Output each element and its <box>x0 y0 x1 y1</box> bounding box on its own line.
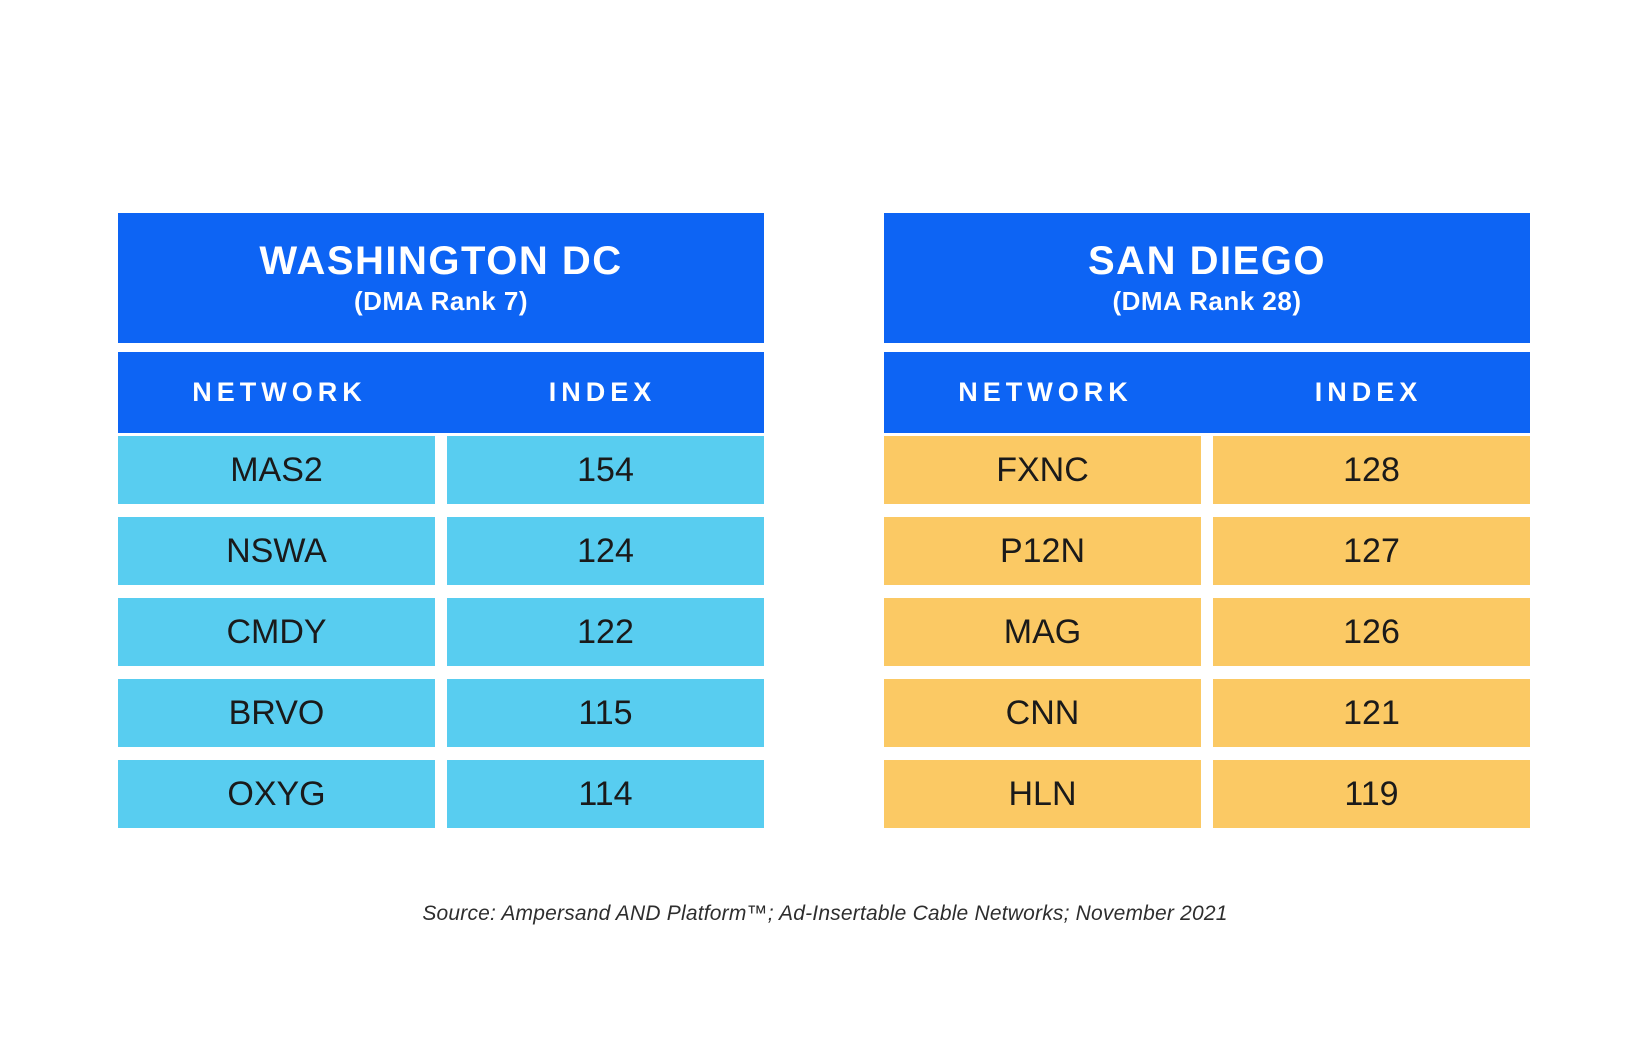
network-cell: OXYG <box>118 760 435 828</box>
index-cell: 128 <box>1213 436 1530 504</box>
table-row: CNN 121 <box>884 679 1530 747</box>
dma-rank-subtitle: (DMA Rank 28) <box>1112 286 1302 316</box>
column-header-network: NETWORK <box>958 377 1133 407</box>
table-row: NSWA 124 <box>118 517 764 585</box>
table-row: BRVO 115 <box>118 679 764 747</box>
network-cell: FXNC <box>884 436 1201 504</box>
table-san-diego: SAN DIEGO (DMA Rank 28) NETWORK INDEX FX… <box>884 213 1530 828</box>
table-row: P12N 127 <box>884 517 1530 585</box>
table-row: HLN 119 <box>884 760 1530 828</box>
table-row: OXYG 114 <box>118 760 764 828</box>
city-title: WASHINGTON DC <box>259 239 623 283</box>
network-cell: MAS2 <box>118 436 435 504</box>
table-title-block: SAN DIEGO (DMA Rank 28) <box>884 213 1530 343</box>
index-cell: 119 <box>1213 760 1530 828</box>
index-cell: 127 <box>1213 517 1530 585</box>
index-cell: 126 <box>1213 598 1530 666</box>
city-title: SAN DIEGO <box>1088 239 1326 283</box>
tables-container: WASHINGTON DC (DMA Rank 7) NETWORK INDEX… <box>118 213 1532 828</box>
network-cell: BRVO <box>118 679 435 747</box>
table-washington-dc: WASHINGTON DC (DMA Rank 7) NETWORK INDEX… <box>118 213 764 828</box>
source-attribution: Source: Ampersand AND Platform™; Ad-Inse… <box>422 902 1228 925</box>
network-cell: HLN <box>884 760 1201 828</box>
index-cell: 114 <box>447 760 764 828</box>
index-cell: 124 <box>447 517 764 585</box>
index-cell: 122 <box>447 598 764 666</box>
column-header-row: NETWORK INDEX <box>118 352 764 433</box>
table-row: MAS2 154 <box>118 436 764 504</box>
network-cell: MAG <box>884 598 1201 666</box>
network-cell: P12N <box>884 517 1201 585</box>
column-header-index: INDEX <box>1314 377 1423 407</box>
table-row: CMDY 122 <box>118 598 764 666</box>
network-cell: CNN <box>884 679 1201 747</box>
index-cell: 115 <box>447 679 764 747</box>
table-row: MAG 126 <box>884 598 1530 666</box>
dma-rank-subtitle: (DMA Rank 7) <box>353 286 529 316</box>
column-header-row: NETWORK INDEX <box>884 352 1530 433</box>
index-cell: 121 <box>1213 679 1530 747</box>
table-row: FXNC 128 <box>884 436 1530 504</box>
column-header-index: INDEX <box>548 377 657 407</box>
network-cell: NSWA <box>118 517 435 585</box>
table-body: MAS2 154 NSWA 124 CMDY 122 BRVO 115 OXYG 114 <box>118 436 764 828</box>
table-body: FXNC 128 P12N 127 MAG 126 CNN 121 HLN 119 <box>884 436 1530 828</box>
network-cell: CMDY <box>118 598 435 666</box>
table-title-block: WASHINGTON DC (DMA Rank 7) <box>118 213 764 343</box>
index-cell: 154 <box>447 436 764 504</box>
column-header-network: NETWORK <box>192 377 367 407</box>
